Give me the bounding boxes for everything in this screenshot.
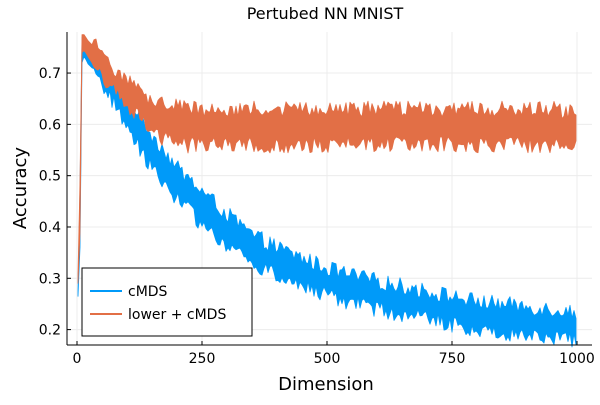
axes-layer: [66, 32, 592, 346]
x-tick-label: 250: [189, 351, 216, 367]
y-axis-label: Accuracy: [10, 147, 31, 230]
x-tick-label: 0: [73, 351, 82, 367]
y-tick-label: 0.4: [39, 220, 61, 236]
y-tick-label: 0.3: [39, 271, 61, 287]
legend-label-cmds: cMDS: [128, 284, 168, 300]
y-tick-label: 0.5: [39, 169, 61, 185]
x-tick-label: 1000: [559, 351, 595, 367]
chart-title: Pertubed NN MNIST: [247, 4, 404, 23]
y-tick-label: 0.2: [39, 323, 61, 339]
legend: cMDS lower + cMDS: [81, 267, 253, 337]
y-tick-label: 0.6: [39, 117, 61, 133]
x-axis-label: Dimension: [278, 374, 374, 395]
tick-layer: 0 250 500 750 1000 0.2 0.3 0.4 0.5 0.6 0.7: [39, 66, 595, 367]
x-tick-label: 750: [439, 351, 466, 367]
legend-box: [81, 267, 253, 337]
y-tick-label: 0.7: [39, 66, 61, 82]
legend-label-lower-cmds: lower + cMDS: [128, 307, 226, 323]
x-tick-label: 500: [314, 351, 341, 367]
series-band-lower-cmds: [77, 34, 577, 284]
